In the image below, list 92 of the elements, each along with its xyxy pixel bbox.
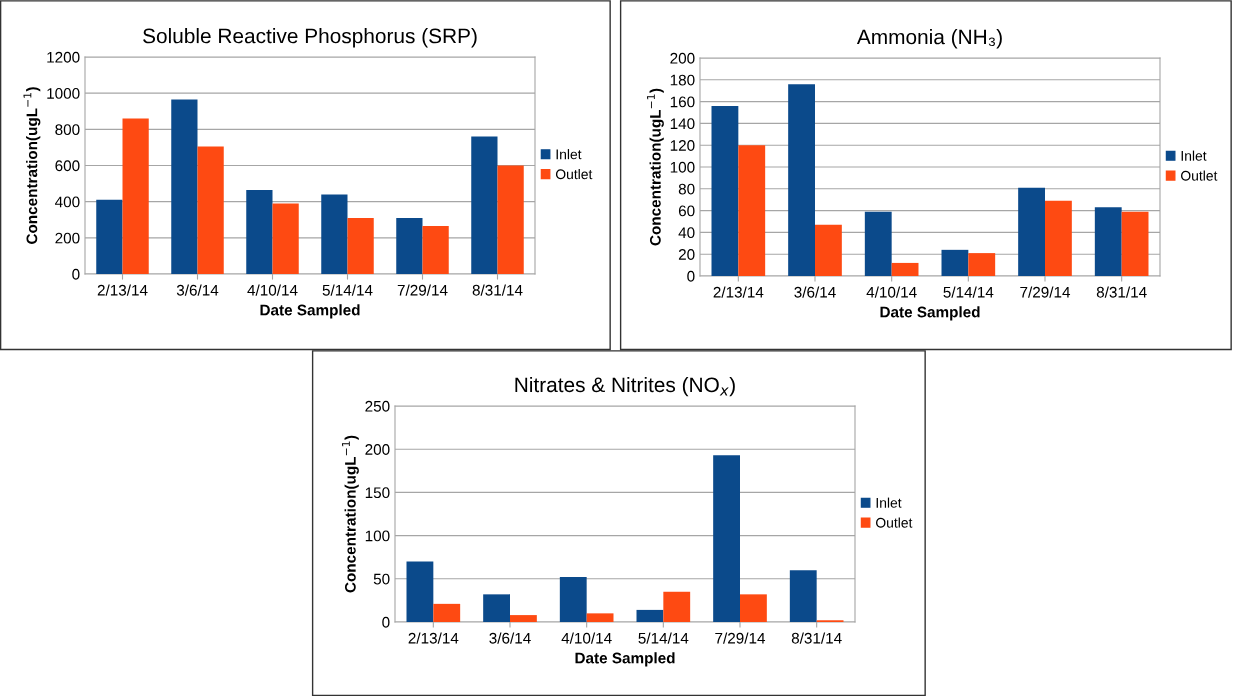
x-tick-label: 4/10/14: [866, 286, 917, 298]
chart-title: Ammonia (NH₃): [856, 29, 1002, 49]
x-tick-label: 7/29/14: [1020, 286, 1071, 298]
y-tick-label: 200: [365, 444, 390, 455]
y-tick-label: 600: [55, 160, 80, 172]
x-axis-title: Date Sampled: [260, 304, 360, 319]
bar: [968, 253, 996, 276]
x-tick-label: 7/29/14: [397, 284, 448, 296]
y-tick-label: 150: [365, 487, 390, 499]
legend-label: Outlet: [555, 168, 593, 180]
x-tick-label: 8/31/14: [791, 632, 842, 644]
x-tick-label: 5/14/14: [322, 284, 373, 296]
y-tick-label: 120: [670, 140, 695, 151]
bar: [788, 84, 815, 276]
bar: [122, 118, 149, 274]
y-axis-title: Concentration(ugL$^{−1}$): [646, 88, 664, 246]
chart-title: Nitrates & Nitrites (NO$_{x}$): [515, 376, 735, 397]
y-tick-label: 100: [670, 161, 695, 173]
bar: [347, 217, 374, 274]
bar: [321, 194, 348, 274]
bar: [510, 615, 537, 622]
bar: [864, 211, 892, 276]
y-tick-label: 400: [55, 196, 80, 208]
y-axis-title: Concentration(ugL$^{−1}$): [341, 435, 359, 593]
x-tick-label: 4/10/14: [247, 284, 298, 296]
chart-title: Soluble Reactive Phosphorus (SRP): [143, 28, 477, 48]
bar: [1018, 187, 1045, 276]
y-tick-label: 50: [373, 573, 390, 585]
bar: [941, 249, 969, 276]
legend-label: Inlet: [876, 497, 902, 508]
bar: [246, 189, 273, 274]
x-tick-label: 2/13/14: [97, 284, 148, 296]
bar: [96, 199, 123, 274]
y-tick-label: 800: [55, 124, 80, 136]
bar: [422, 226, 449, 274]
bar: [471, 136, 498, 274]
y-tick-label: 0: [382, 616, 390, 628]
x-tick-label: 5/14/14: [638, 632, 689, 644]
y-tick-label: 250: [365, 400, 390, 412]
legend-label: Outlet: [876, 517, 913, 528]
x-tick-label: 8/31/14: [1096, 286, 1147, 298]
bar: [1094, 207, 1122, 276]
x-tick-label: 3/6/14: [176, 284, 219, 296]
y-tick-label: 100: [365, 530, 390, 542]
bar: [396, 217, 423, 274]
bar: [738, 145, 766, 276]
y-tick-label: 20: [678, 249, 695, 260]
bar: [586, 613, 614, 622]
bar: [483, 594, 510, 622]
y-tick-label: 200: [670, 52, 695, 64]
x-tick-label: 3/6/14: [489, 632, 531, 644]
bar: [740, 594, 767, 622]
y-tick-label: 200: [55, 232, 80, 244]
bar: [272, 203, 299, 274]
y-tick-label: 0: [687, 270, 695, 282]
bar: [197, 146, 224, 274]
y-tick-label: 1200: [47, 51, 80, 63]
bar: [497, 165, 524, 274]
x-tick-label: 2/13/14: [408, 632, 459, 644]
bar: [815, 224, 842, 276]
y-axis-title: Concentration(ugL$^{−1}$): [23, 87, 41, 244]
bar: [559, 577, 587, 622]
y-tick-label: 80: [678, 183, 695, 195]
y-tick-label: 160: [670, 96, 695, 108]
y-tick-label: 1000: [47, 88, 80, 99]
bar: [1045, 200, 1072, 276]
y-tick-label: 180: [670, 74, 695, 86]
bar: [1121, 211, 1149, 276]
y-tick-label: 140: [670, 118, 695, 130]
bar: [711, 105, 739, 276]
bar: [713, 455, 740, 622]
y-tick-label: 40: [678, 227, 695, 239]
x-tick-label: 5/14/14: [943, 286, 994, 298]
legend-label: Inlet: [1181, 150, 1207, 161]
bar: [663, 591, 691, 622]
y-tick-label: 0: [72, 268, 80, 280]
bar: [171, 99, 198, 274]
x-tick-label: 7/29/14: [715, 632, 766, 644]
bar: [636, 609, 664, 622]
x-axis-title: Date Sampled: [575, 652, 675, 667]
x-tick-label: 2/13/14: [713, 286, 764, 298]
bar: [406, 561, 434, 622]
y-tick-label: 60: [678, 205, 695, 217]
bar: [433, 603, 461, 622]
legend-label: Outlet: [1181, 170, 1218, 181]
x-tick-label: 3/6/14: [794, 286, 836, 298]
legend-label: Inlet: [556, 149, 582, 160]
bar: [789, 570, 817, 622]
x-axis-title: Date Sampled: [880, 306, 980, 321]
bar: [891, 262, 919, 276]
x-tick-label: 8/31/14: [472, 284, 523, 296]
x-tick-label: 4/10/14: [561, 632, 612, 644]
